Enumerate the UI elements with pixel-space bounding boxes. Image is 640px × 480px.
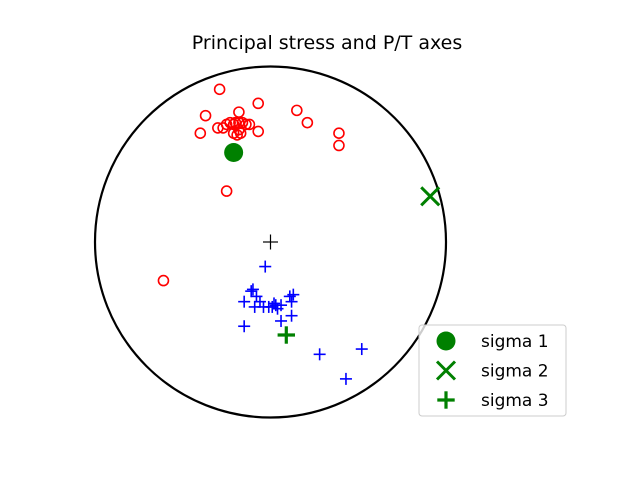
legend-entry-sigma-2: sigma 2 [435, 360, 549, 382]
t-axis-point-2 [245, 285, 258, 298]
legend-marker-sigma-1 [436, 331, 456, 351]
p-axis-point-17 [233, 106, 245, 118]
t-axis-point-20 [313, 348, 326, 361]
series-p-axes [157, 83, 345, 287]
sigma-1-point-0 [224, 142, 244, 162]
p-axis-point-20 [291, 104, 303, 117]
t-axis-point-14 [285, 295, 298, 308]
p-axis-point-24 [220, 185, 233, 197]
legend-marker-sigma-2 [435, 360, 457, 381]
legend-entry-sigma-1: sigma 1 [436, 331, 549, 352]
p-axis-point-21 [301, 116, 314, 129]
p-axis-point-2 [194, 127, 207, 139]
p-axis-point-19 [252, 125, 265, 138]
legend-marker-sigma-3 [437, 391, 455, 409]
t-axis-point-19 [248, 300, 261, 313]
legend-label-sigma-2: sigma 2 [481, 362, 549, 382]
t-axis-point-1 [246, 283, 259, 296]
t-axis-point-15 [285, 309, 298, 322]
t-axis-point-16 [275, 314, 288, 327]
t-axis-point-13 [287, 288, 300, 301]
plot-marks [157, 83, 441, 385]
p-axis-point-12 [243, 118, 256, 131]
legend-label-sigma-3: sigma 3 [481, 391, 549, 411]
t-axis-point-0 [259, 260, 272, 273]
legend-label-sigma-1: sigma 1 [481, 332, 549, 352]
chart-title: Principal stress and P/T axes [192, 32, 462, 54]
legend: sigma 1 sigma 2 sigma 3 [418, 324, 567, 417]
sigma-2-point-0 [420, 186, 441, 207]
p-axis-point-16 [234, 127, 247, 139]
series-sigma-3 [277, 326, 295, 344]
sigma-3-point-0 [277, 326, 295, 344]
t-axis-point-17 [238, 295, 251, 308]
p-axis-point-23 [333, 139, 345, 152]
t-axis-point-11 [275, 299, 288, 312]
series-sigma-1 [224, 142, 244, 162]
t-axis-point-18 [238, 320, 251, 333]
p-axis-point-0 [213, 83, 226, 96]
series-t-axes [238, 260, 368, 385]
legend-entry-sigma-3: sigma 3 [437, 391, 549, 411]
p-axis-point-22 [333, 127, 345, 139]
stereonet-primitive-circle [93, 65, 448, 419]
p-axis-point-8 [229, 116, 242, 129]
series-sigma-2 [420, 186, 441, 207]
p-axis-point-25 [157, 274, 170, 287]
net-center-marker [263, 234, 278, 250]
p-axis-point-18 [252, 97, 265, 110]
p-axis-point-1 [199, 109, 212, 122]
t-axis-point-21 [355, 343, 368, 356]
legend-box [418, 324, 567, 417]
t-axis-point-22 [339, 372, 352, 385]
